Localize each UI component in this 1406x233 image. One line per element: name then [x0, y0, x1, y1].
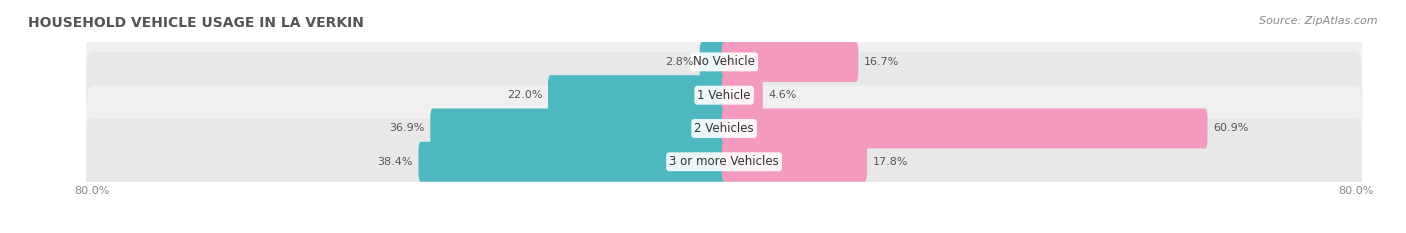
Text: 17.8%: 17.8%: [873, 157, 908, 167]
FancyBboxPatch shape: [721, 142, 868, 182]
Text: No Vehicle: No Vehicle: [693, 55, 755, 69]
FancyBboxPatch shape: [700, 42, 727, 82]
Text: 60.9%: 60.9%: [1213, 123, 1249, 134]
FancyBboxPatch shape: [721, 109, 1208, 148]
Text: Source: ZipAtlas.com: Source: ZipAtlas.com: [1260, 16, 1378, 26]
Text: 22.0%: 22.0%: [508, 90, 543, 100]
Text: 16.7%: 16.7%: [863, 57, 900, 67]
Text: 2.8%: 2.8%: [665, 57, 695, 67]
FancyBboxPatch shape: [86, 19, 1362, 105]
Text: 2 Vehicles: 2 Vehicles: [695, 122, 754, 135]
FancyBboxPatch shape: [721, 75, 763, 115]
FancyBboxPatch shape: [86, 119, 1362, 205]
Text: 36.9%: 36.9%: [389, 123, 425, 134]
FancyBboxPatch shape: [721, 42, 858, 82]
Text: 38.4%: 38.4%: [377, 157, 413, 167]
Text: 3 or more Vehicles: 3 or more Vehicles: [669, 155, 779, 168]
FancyBboxPatch shape: [86, 85, 1362, 171]
Text: 4.6%: 4.6%: [768, 90, 797, 100]
Text: HOUSEHOLD VEHICLE USAGE IN LA VERKIN: HOUSEHOLD VEHICLE USAGE IN LA VERKIN: [28, 16, 364, 30]
FancyBboxPatch shape: [430, 109, 727, 148]
Text: 1 Vehicle: 1 Vehicle: [697, 89, 751, 102]
FancyBboxPatch shape: [419, 142, 727, 182]
FancyBboxPatch shape: [548, 75, 727, 115]
FancyBboxPatch shape: [86, 52, 1362, 138]
